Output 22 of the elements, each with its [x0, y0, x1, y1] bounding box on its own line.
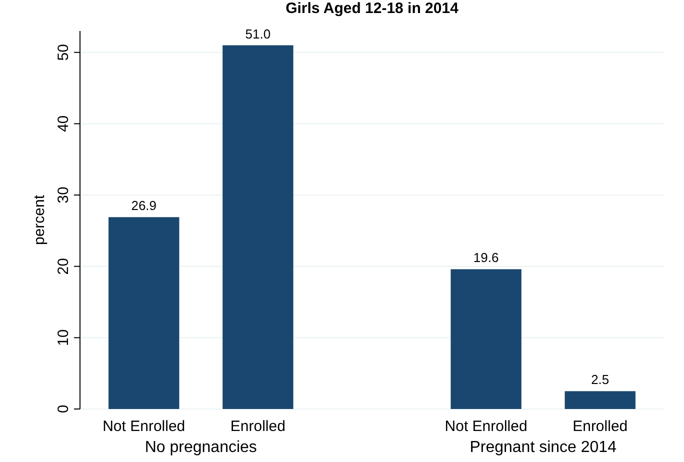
x-tick-label: Not Enrolled	[102, 418, 186, 435]
data-label: 26.9	[131, 198, 157, 214]
bar	[108, 217, 180, 409]
y-tick-label: 50	[55, 44, 72, 61]
x-tick-label: Not Enrolled	[444, 418, 528, 435]
x-tick-label: Enrolled	[230, 418, 286, 435]
text: Pregnant since 2014	[470, 439, 617, 456]
y-tick-label: 10	[55, 329, 72, 346]
data-label: 51.0	[245, 26, 271, 42]
data-label: 2.5	[591, 372, 610, 388]
y-tick-label: 30	[55, 186, 72, 204]
y-tick-label: 40	[55, 115, 72, 132]
chart-title: Girls Aged 12-18 in 2014	[286, 0, 460, 17]
x-tick-label: Enrolled	[572, 418, 628, 435]
y-tick-label: 20	[55, 258, 72, 275]
data-label: 19.6	[473, 250, 499, 266]
bar	[450, 269, 522, 409]
y-axis-title: percent	[31, 194, 48, 246]
text: No pregnancies	[144, 439, 257, 456]
y-tick-label: 0	[55, 404, 72, 414]
bar	[222, 45, 294, 409]
bar	[564, 391, 636, 409]
